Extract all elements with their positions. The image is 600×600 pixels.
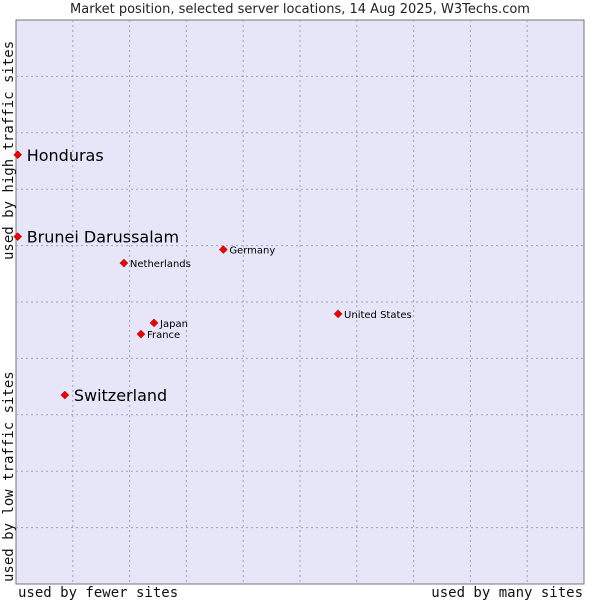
data-label-honduras: Honduras: [27, 146, 104, 165]
y-axis-label-bottom: used by low traffic sites: [1, 371, 17, 582]
data-label-france: France: [147, 330, 180, 341]
data-label-switzerland: Switzerland: [74, 386, 167, 405]
gridlines: [16, 20, 584, 584]
y-axis-label-top: used by high traffic sites: [1, 41, 17, 260]
data-points: Honduras Brunei Darussalam Switzerland Germ…: [13, 146, 412, 405]
chart-title: Market position, selected server locatio…: [70, 2, 530, 17]
data-label-brunei-darussalam: Brunei Darussalam: [27, 228, 179, 247]
data-point-japan: [149, 318, 159, 328]
data-point-netherlands: [119, 258, 129, 268]
data-point-honduras: [13, 150, 23, 160]
x-axis-label-right: used by many sites: [431, 585, 583, 600]
data-label-japan: Japan: [159, 319, 188, 330]
data-label-united-states: United States: [344, 310, 412, 321]
x-axis-label-left: used by fewer sites: [18, 585, 178, 600]
data-point-switzerland: [60, 390, 70, 400]
data-label-netherlands: Netherlands: [130, 259, 191, 270]
data-point-brunei-darussalam: [13, 232, 23, 241]
data-label-germany: Germany: [229, 246, 275, 257]
data-point-france: [136, 329, 146, 339]
data-point-united-states: [333, 309, 343, 319]
data-point-germany: [218, 245, 228, 254]
